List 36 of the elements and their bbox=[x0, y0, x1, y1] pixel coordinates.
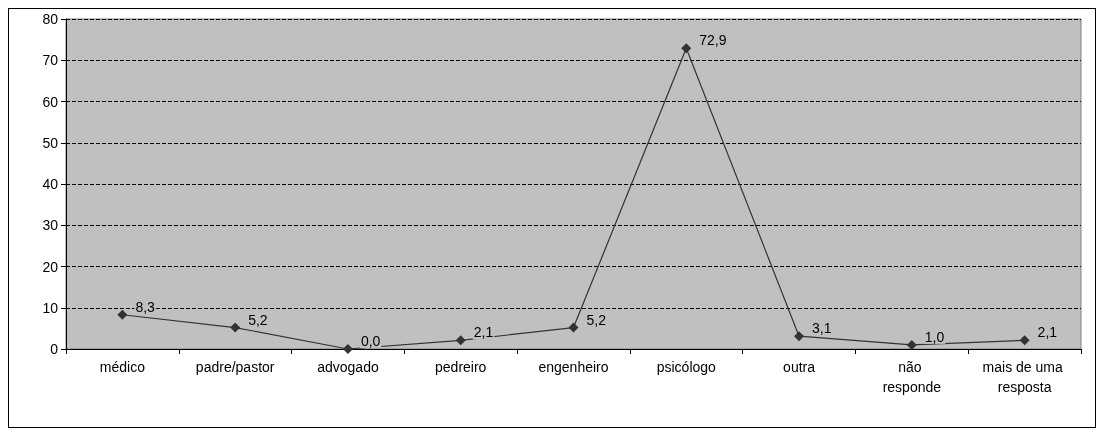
x-tick-label: médico bbox=[99, 359, 146, 375]
x-tick-label: advogado bbox=[317, 359, 379, 375]
y-tick-label: 0 bbox=[50, 341, 59, 357]
y-tick-label: 40 bbox=[42, 176, 59, 192]
data-label: 3,1 bbox=[812, 320, 832, 337]
data-label: 2,1 bbox=[1037, 324, 1058, 341]
x-tick-label: padre/pastor bbox=[195, 359, 275, 375]
y-tick-label: 60 bbox=[42, 93, 59, 110]
data-label: 72,9 bbox=[699, 32, 727, 49]
data-label: 5,2 bbox=[586, 311, 607, 328]
data-label: 5,2 bbox=[248, 311, 268, 328]
data-label: 2,1 bbox=[473, 324, 494, 341]
point bbox=[1019, 335, 1030, 346]
data-label: 0,0 bbox=[360, 333, 381, 349]
point bbox=[455, 335, 466, 346]
y-tick-label: 70 bbox=[42, 52, 59, 69]
x-tick-label: engenheiro bbox=[538, 359, 609, 375]
y-tick-label: 50 bbox=[42, 134, 59, 151]
x-tick-label: psicólogo bbox=[656, 359, 717, 375]
point bbox=[568, 322, 579, 333]
data-label: 8,3 bbox=[135, 298, 156, 315]
x-tick-label: mais de uma resposta bbox=[982, 359, 1067, 395]
y-tick-label: 20 bbox=[42, 258, 59, 275]
x-tick-label: não responde bbox=[882, 359, 942, 395]
x-tick-label: pedreiro bbox=[435, 359, 487, 375]
y-tick-label: 30 bbox=[42, 217, 59, 234]
y-tick-label: 10 bbox=[42, 299, 59, 316]
x-tick-label: outra bbox=[783, 359, 816, 375]
point bbox=[117, 309, 128, 320]
data-label: 1,0 bbox=[924, 328, 945, 345]
point bbox=[906, 339, 917, 350]
point bbox=[342, 344, 353, 354]
point bbox=[681, 43, 692, 54]
point bbox=[230, 322, 241, 333]
y-tick-label: 80 bbox=[42, 11, 59, 27]
point bbox=[794, 331, 805, 342]
